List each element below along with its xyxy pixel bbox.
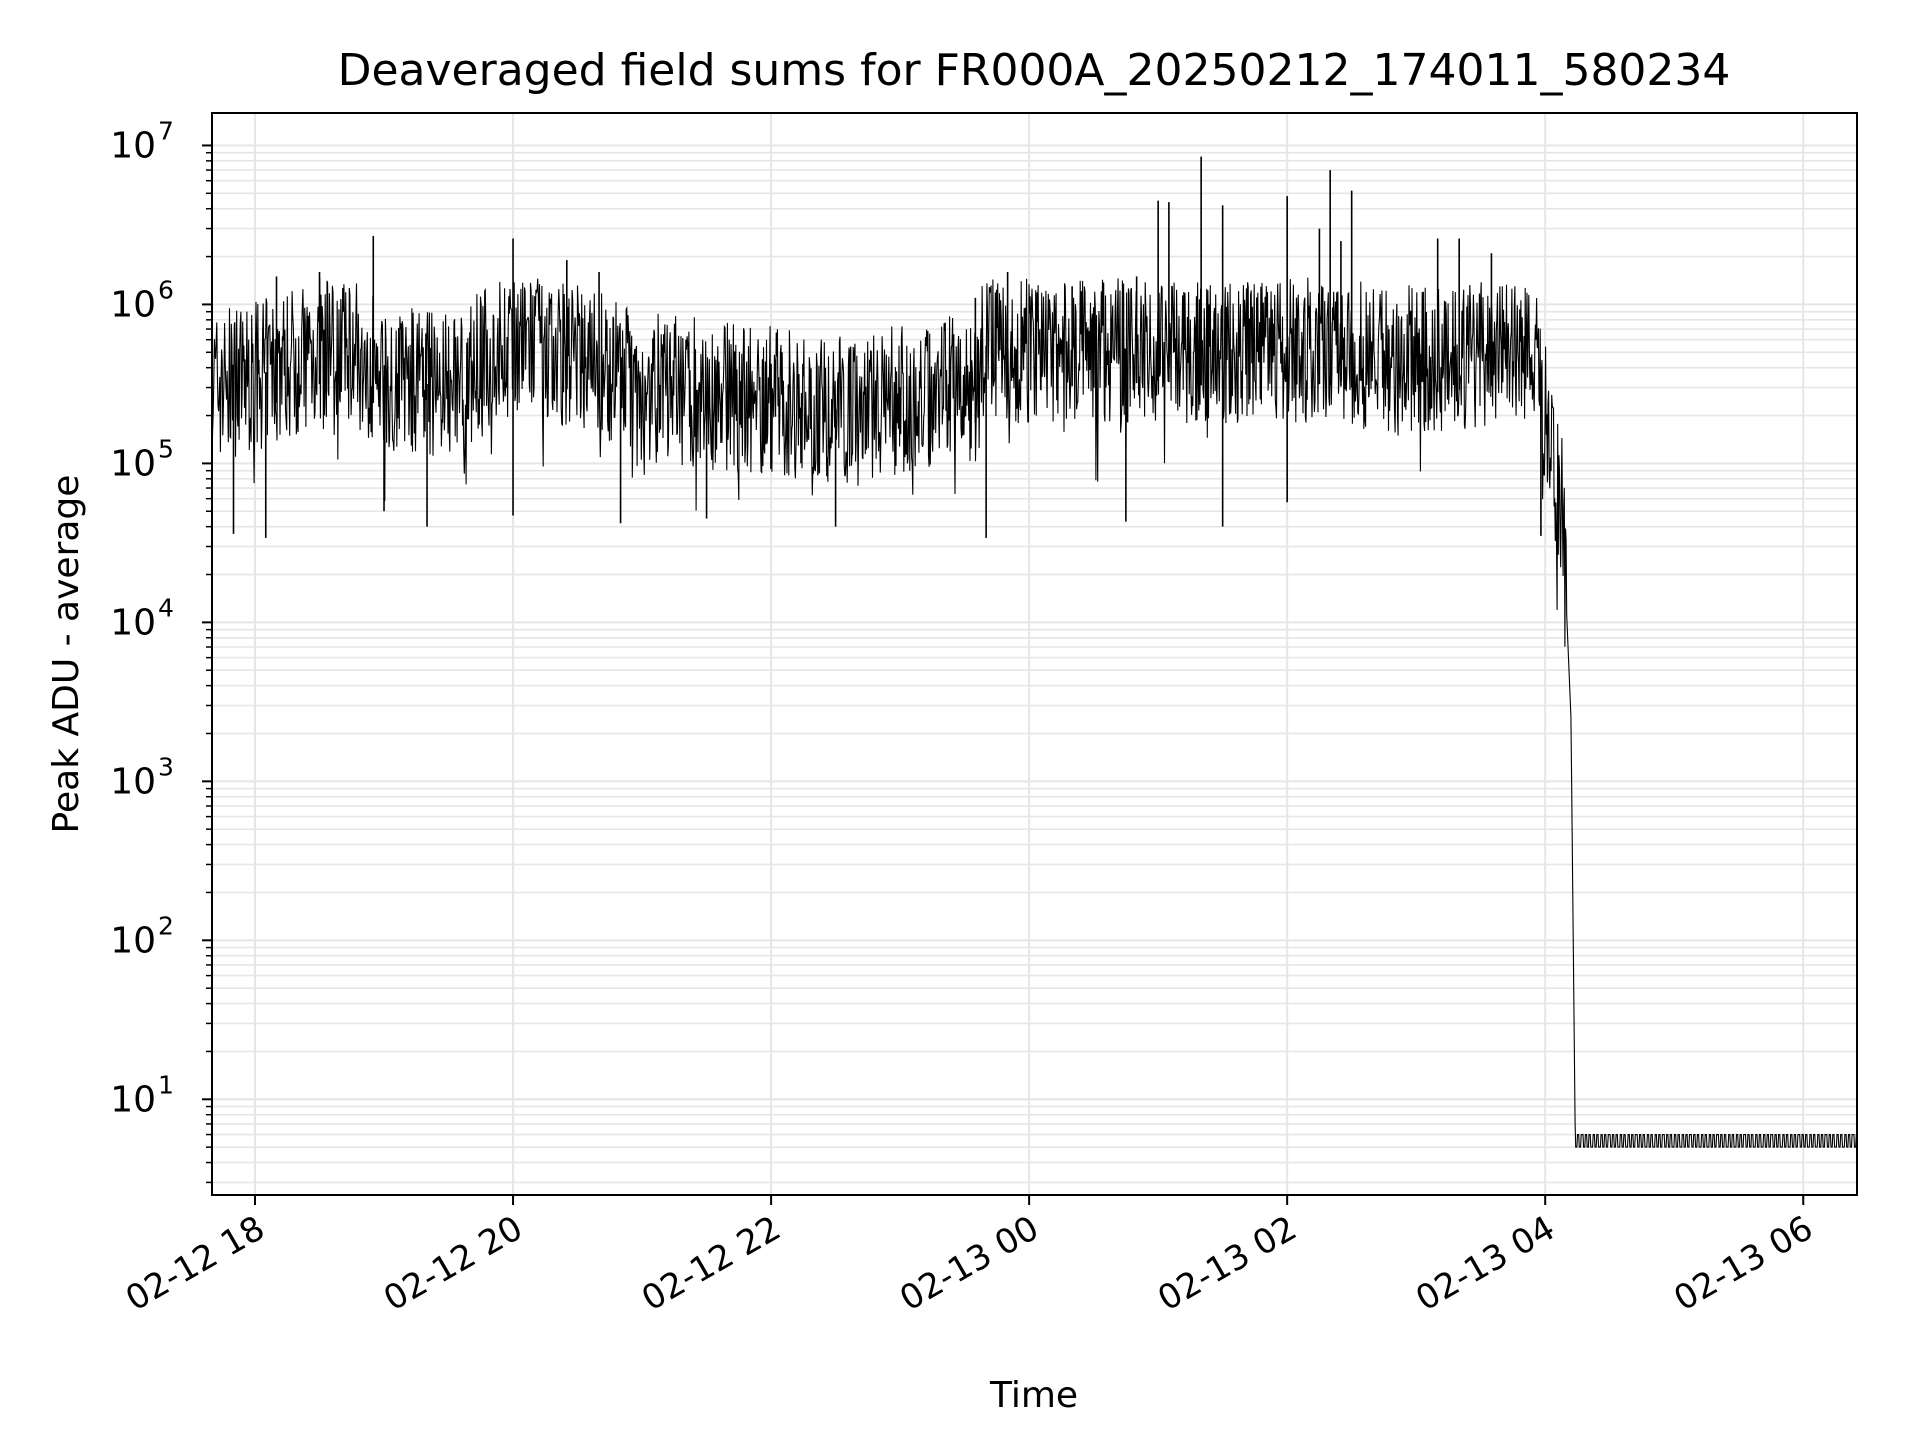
plot-frame [211,112,1858,1196]
y-tick-label: 10 [110,761,156,802]
x-axis-label: Time [989,1375,1078,1416]
y-tick-label: 10 [110,125,156,166]
series-path [211,277,1857,1148]
series-line [211,156,1857,1148]
y-tick-label-exponent: 3 [158,752,174,781]
y-tick-label-exponent: 4 [158,593,174,622]
y-tick-label-exponent: 6 [158,275,174,304]
grid [212,113,1857,1195]
y-tick-label-exponent: 1 [158,1070,174,1099]
y-tick-label: 10 [110,1079,156,1120]
y-tick-label: 10 [110,284,156,325]
y-tick-label: 10 [110,443,156,484]
y-tick-label-exponent: 5 [158,434,174,463]
y-tick-label-exponent: 2 [158,911,174,940]
y-tick-label: 10 [110,920,156,961]
chart-title: Deaveraged field sums for FR000A_2025021… [338,45,1731,96]
y-axis-label: Peak ADU - average [46,475,87,834]
y-tick-label: 10 [110,602,156,643]
y-tick-label-exponent: 7 [158,116,174,145]
